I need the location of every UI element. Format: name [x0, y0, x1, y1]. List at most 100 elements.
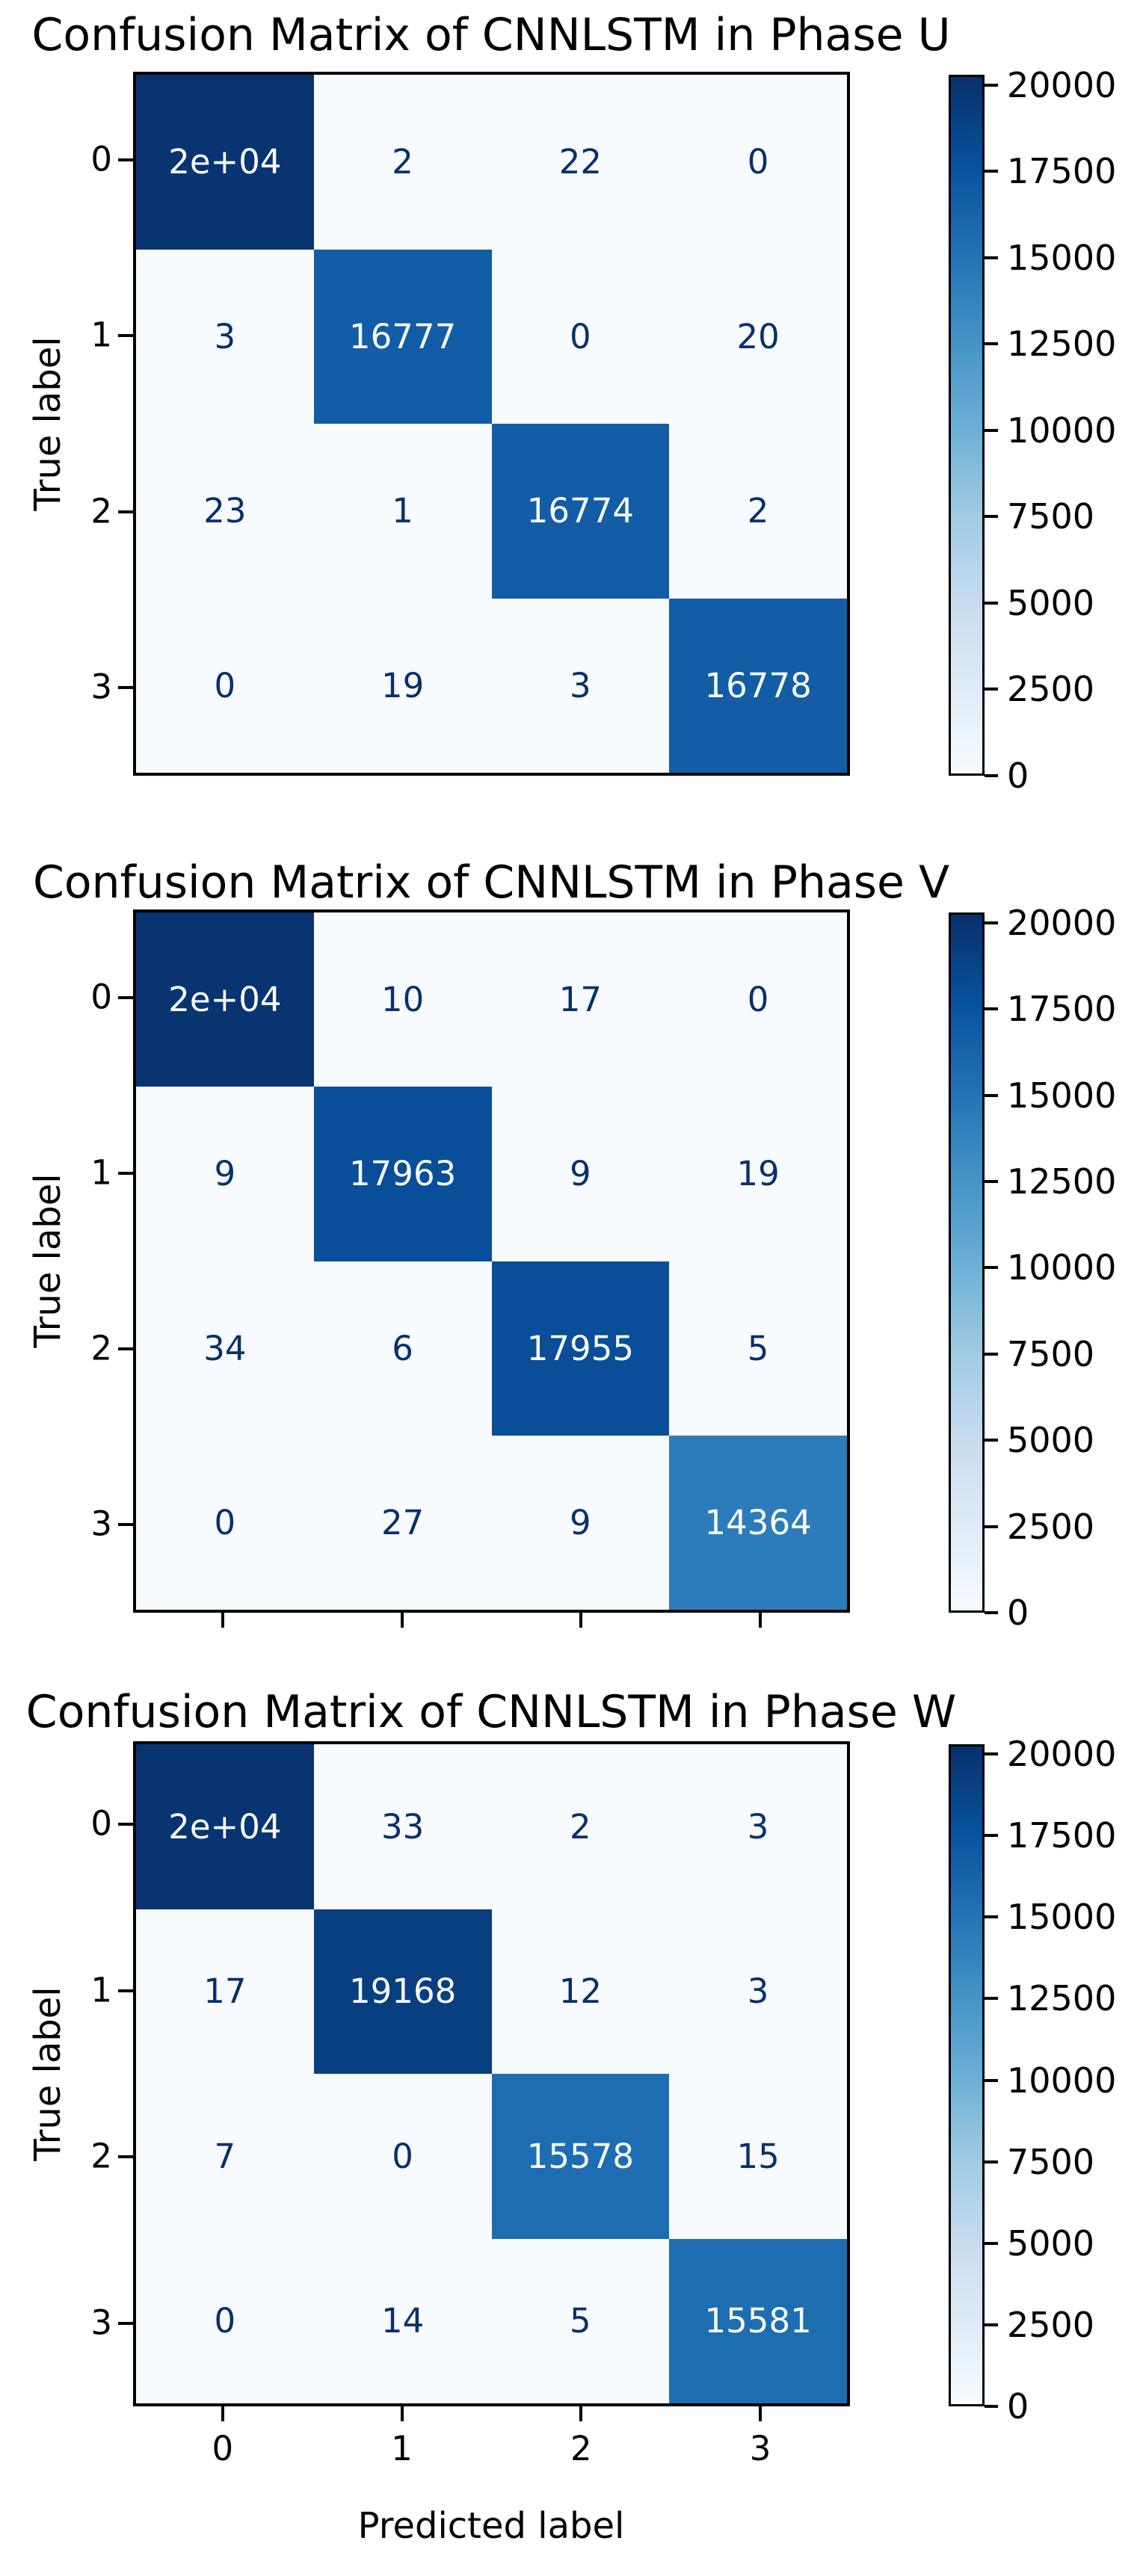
cell-r2-c1: 6: [313, 1261, 492, 1436]
colorbar-tick-label: 0: [1007, 2386, 1029, 2427]
colorbar-tick-label: 5000: [1007, 582, 1095, 623]
cell-r0-c3: 0: [669, 75, 847, 250]
colorbar-tick-mark: [985, 688, 998, 691]
x-tick-label: 2: [570, 2429, 592, 2468]
cell-r1-c1: 19168: [313, 1909, 492, 2074]
colorbar-tick-mark: [985, 921, 998, 924]
colorbar-tick-label: 7500: [1007, 2141, 1095, 2182]
cell-r3-c3: 16778: [669, 598, 847, 773]
y-tick-mark: [118, 334, 133, 338]
colorbar-tick-mark: [985, 2078, 998, 2082]
x-tick-mark: [759, 2406, 762, 2421]
cell-r0-c0: 2e+04: [136, 75, 314, 250]
x-tick-mark: [221, 2406, 224, 2421]
x-tick-mark: [579, 1613, 583, 1628]
colorbar-tick-label: 10000: [1007, 410, 1117, 451]
colorbar-tick-label: 20000: [1007, 902, 1117, 943]
y-tick-mark: [118, 1523, 133, 1527]
colorbar-tick-label: 10000: [1007, 1247, 1117, 1288]
cell-r2-c0: 7: [136, 2074, 314, 2239]
colorbar-tick-label: 7500: [1007, 1333, 1095, 1374]
cell-r1-c0: 17: [136, 1909, 314, 2074]
cell-r1-c3: 19: [669, 1087, 847, 1261]
colorbar-phase-w: [949, 1744, 985, 2406]
colorbar-tick-label: 17500: [1007, 151, 1117, 192]
colorbar-phase-v: [949, 912, 985, 1613]
cell-r0-c0: 2e+04: [136, 1744, 314, 1909]
colorbar-tick-label: 15000: [1007, 1075, 1117, 1116]
colorbar-tick-label: 2500: [1007, 669, 1095, 710]
cell-r3-c1: 19: [313, 598, 492, 773]
colorbar-tick-mark: [985, 256, 998, 259]
x-tick-mark: [400, 1613, 404, 1628]
cell-r2-c2: 16774: [491, 424, 670, 599]
colorbar-tick-mark: [985, 1266, 998, 1270]
cell-r2-c3: 5: [669, 1261, 847, 1436]
colorbar-tick-label: 12500: [1007, 1161, 1117, 1202]
x-tick-mark: [759, 1613, 762, 1628]
colorbar-tick-label: 17500: [1007, 1815, 1117, 1856]
colorbar-tick-mark: [985, 1834, 998, 1838]
cell-r1-c0: 3: [136, 249, 314, 424]
y-tick-mark: [118, 1823, 133, 1826]
cell-r2-c2: 15578: [491, 2074, 670, 2239]
y-tick-mark: [118, 995, 133, 999]
colorbar-phase-u: [949, 75, 985, 776]
colorbar-tick-label: 12500: [1007, 324, 1117, 365]
y-tick-label: 3: [90, 2302, 112, 2343]
cell-r1-c0: 9: [136, 1087, 314, 1261]
cell-r1-c3: 20: [669, 249, 847, 424]
colorbar-tick-label: 15000: [1007, 1897, 1117, 1938]
colorbar-tick-label: 5000: [1007, 1420, 1095, 1461]
cell-r3-c2: 5: [491, 2238, 670, 2403]
cell-r3-c1: 14: [313, 2238, 492, 2403]
heatmap-phase-u: 2e+04 2 22 0 3 16777 0 20 23 1 16774 2 0 19 3 16778: [133, 72, 850, 776]
y-tick-mark: [118, 510, 133, 513]
colorbar-tick-mark: [985, 1439, 998, 1442]
heatmap-phase-v: 2e+04 10 17 0 9 17963 9 19 34 6 17955 5 0 27 9 14364: [133, 909, 850, 1613]
cell-r1-c1: 17963: [313, 1087, 492, 1261]
cell-r0-c2: 22: [491, 75, 670, 250]
cell-r3-c1: 27: [313, 1435, 492, 1610]
colorbar-tick-mark: [985, 1180, 998, 1184]
y-axis-label: True label: [27, 1173, 69, 1348]
y-tick-mark: [118, 158, 133, 161]
cell-r0-c1: 2: [313, 75, 492, 250]
cell-r0-c1: 10: [313, 912, 492, 1087]
colorbar-tick-mark: [985, 1997, 998, 2001]
cell-r3-c2: 9: [491, 1435, 670, 1610]
colorbar-tick-mark: [985, 1915, 998, 1919]
y-axis-label: True label: [27, 336, 69, 511]
cell-r1-c1: 16777: [313, 249, 492, 424]
colorbar-tick-mark: [985, 83, 998, 87]
colorbar-tick-mark: [985, 2241, 998, 2245]
colorbar-tick-label: 2500: [1007, 2304, 1095, 2345]
cell-r2-c1: 1: [313, 424, 492, 599]
colorbar-tick-label: 17500: [1007, 989, 1117, 1030]
x-axis-label: Predicted label: [357, 2505, 625, 2547]
cell-r0-c2: 2: [491, 1744, 670, 1909]
colorbar-tick-label: 0: [1007, 1593, 1029, 1633]
cell-r1-c3: 3: [669, 1909, 847, 2074]
colorbar-tick-label: 12500: [1007, 1978, 1117, 2019]
cell-r0-c3: 3: [669, 1744, 847, 1909]
y-tick-label: 0: [90, 977, 112, 1017]
chart-title-phase-v: Confusion Matrix of CNNLSTM in Phase V: [32, 856, 950, 909]
y-tick-label: 1: [90, 1152, 112, 1193]
colorbar-tick-mark: [985, 601, 998, 605]
colorbar-tick-mark: [985, 1752, 998, 1756]
colorbar-tick-mark: [985, 342, 998, 346]
cell-r3-c3: 14364: [669, 1435, 847, 1610]
y-tick-mark: [118, 1171, 133, 1175]
y-tick-mark: [118, 1347, 133, 1351]
cell-r0-c2: 17: [491, 912, 670, 1087]
cell-r0-c0: 2e+04: [136, 912, 314, 1087]
colorbar-tick-mark: [985, 1352, 998, 1356]
y-tick-label: 2: [90, 491, 112, 531]
y-tick-label: 1: [90, 315, 112, 355]
y-tick-label: 2: [90, 1328, 112, 1368]
cell-r1-c2: 12: [491, 1909, 670, 2074]
colorbar-tick-mark: [985, 1525, 998, 1528]
colorbar-tick-mark: [985, 2405, 998, 2408]
